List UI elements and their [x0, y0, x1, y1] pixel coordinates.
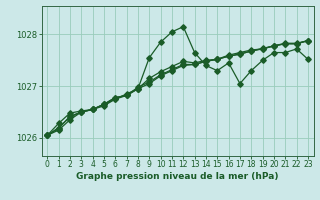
X-axis label: Graphe pression niveau de la mer (hPa): Graphe pression niveau de la mer (hPa)	[76, 172, 279, 181]
